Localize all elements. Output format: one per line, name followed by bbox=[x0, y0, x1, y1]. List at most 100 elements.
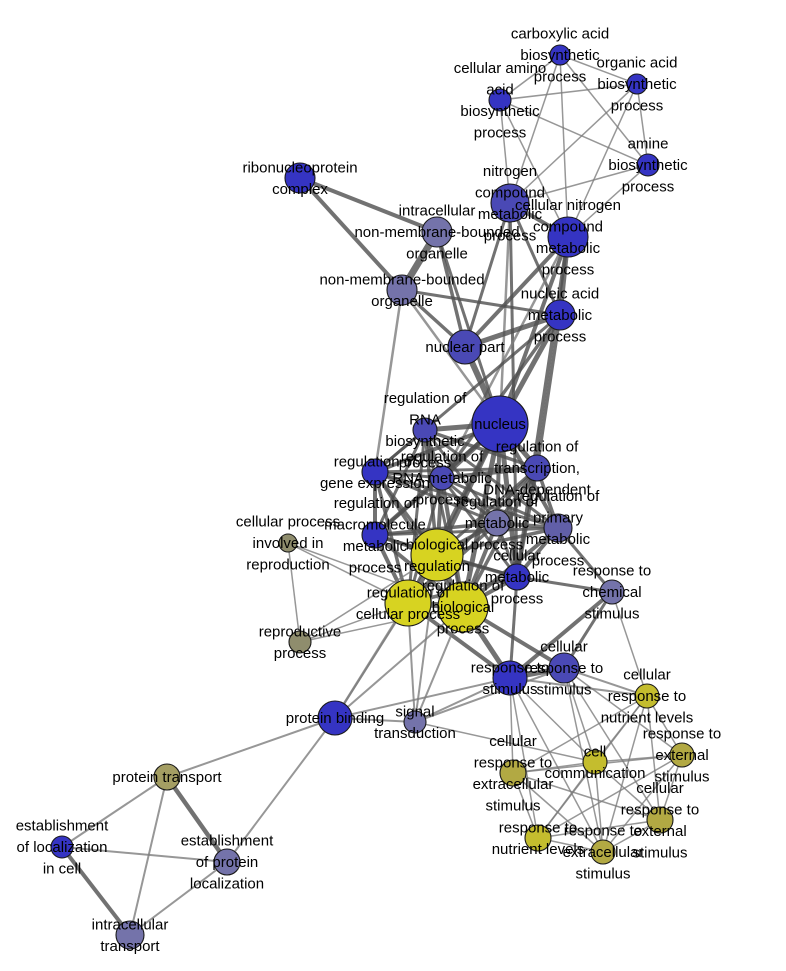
node-response-to-external-stimulus[interactable] bbox=[669, 742, 695, 768]
edge-intracellular-non-membrane-bounded-organelle--nuclear-part bbox=[435, 231, 467, 348]
node-cellular-response-to-extracellular-stimulus[interactable] bbox=[499, 759, 527, 787]
edge-carboxylic-acid-biosynthetic-process--cellular-nitrogen-compound-metabolic-process bbox=[559, 54, 569, 238]
edge-non-membrane-bounded-organelle--regulation-of-gene-expression bbox=[373, 289, 404, 473]
edge-cellular-nitrogen-compound-metabolic-process--nuclear-part bbox=[463, 235, 570, 349]
edge-nitrogen-compound-metabolic-process--nucleus bbox=[498, 202, 512, 425]
edge-cell-communication--response-to-extracellular-stimulus bbox=[594, 761, 604, 853]
node-biological-regulation[interactable] bbox=[410, 528, 464, 582]
edge-cellular-response-to-stimulus--cellular-response-to-external-stimulus bbox=[563, 667, 661, 821]
edge-intracellular-non-membrane-bounded-organelle--nucleus bbox=[435, 231, 502, 425]
node-response-to-stimulus[interactable] bbox=[492, 660, 528, 696]
edge-regulation-of-primary-metabolic-process--regulation-of-macromolecule-metabolic-process bbox=[374, 526, 559, 537]
edge-carboxylic-acid-biosynthetic-process--organic-acid-biosynthetic-process bbox=[559, 54, 638, 85]
node-regulation-of-biological-process[interactable] bbox=[437, 581, 489, 633]
node-cellular-response-to-stimulus[interactable] bbox=[548, 652, 580, 684]
node-organic-acid-biosynthetic-process[interactable] bbox=[626, 73, 648, 95]
node-response-to-extracellular-stimulus[interactable] bbox=[590, 839, 616, 865]
edge-organic-acid-biosynthetic-process--amine-biosynthetic-process bbox=[636, 83, 649, 166]
edge-reproductive-process--regulation-of-biological-process bbox=[299, 606, 464, 643]
node-response-to-nutrient-levels[interactable] bbox=[524, 824, 552, 852]
node-establishment-of-localization-in-cell[interactable] bbox=[50, 835, 74, 859]
edge-cellular-nitrogen-compound-metabolic-process--nucleus bbox=[498, 236, 570, 425]
edge-response-to-stimulus--response-to-nutrient-levels bbox=[509, 677, 539, 839]
node-regulation-of-gene-expression[interactable] bbox=[361, 458, 389, 486]
edge-response-to-external-stimulus--response-to-extracellular-stimulus bbox=[602, 754, 683, 853]
edge-cellular-response-to-external-stimulus--response-to-nutrient-levels bbox=[537, 819, 661, 839]
edge-reproductive-process--biological-regulation bbox=[299, 554, 438, 643]
edge-ribonucleoprotein-complex--non-membrane-bounded-organelle bbox=[298, 176, 404, 292]
node-response-to-chemical-stimulus[interactable] bbox=[599, 579, 625, 605]
node-carboxylic-acid-biosynthetic-process[interactable] bbox=[549, 44, 571, 66]
node-regulation-of-metabolic-process[interactable] bbox=[483, 509, 511, 537]
edge-carboxylic-acid-biosynthetic-process--amine-biosynthetic-process bbox=[559, 54, 649, 166]
edge-amine-biosynthetic-process--nitrogen-compound-metabolic-process bbox=[509, 164, 649, 204]
node-nucleus[interactable] bbox=[471, 395, 529, 453]
edge-establishment-of-localization-in-cell--establishment-of-protein-localization bbox=[61, 846, 228, 863]
node-cellular-amino-acid-biosynthetic-process[interactable] bbox=[488, 88, 512, 112]
edge-nucleic-acid-metabolic-process--regulation-of-transcription-dna-dependent bbox=[535, 314, 562, 469]
node-layer bbox=[50, 44, 695, 950]
edge-protein-binding--regulation-of-biological-process bbox=[334, 606, 464, 719]
node-signal-transduction[interactable] bbox=[403, 710, 427, 734]
node-intracellular-non-membrane-bounded-organelle[interactable] bbox=[421, 216, 453, 248]
edge-response-to-stimulus--cellular-response-to-nutrient-levels bbox=[509, 677, 648, 697]
edge-carboxylic-acid-biosynthetic-process--nitrogen-compound-metabolic-process bbox=[509, 54, 561, 204]
node-establishment-of-protein-localization[interactable] bbox=[213, 848, 241, 876]
node-regulation-of-macromolecule-metabolic-process[interactable] bbox=[361, 521, 389, 549]
edge-cell-communication--response-to-external-stimulus bbox=[594, 754, 683, 763]
edge-cellular-process-involved-in-reproduction--reproductive-process bbox=[287, 542, 301, 643]
node-intracellular-transport[interactable] bbox=[115, 920, 145, 950]
edge-nitrogen-compound-metabolic-process--nucleic-acid-metabolic-process bbox=[508, 202, 562, 316]
edge-protein-binding--establishment-of-protein-localization bbox=[226, 717, 336, 863]
edge-regulation-of-rna-metabolic-process--regulation-of-primary-metabolic-process bbox=[441, 476, 559, 530]
edge-cellular-response-to-stimulus--signal-transduction bbox=[414, 667, 565, 723]
node-cell-communication[interactable] bbox=[582, 749, 608, 775]
edge-cell-communication--cellular-response-to-external-stimulus bbox=[594, 761, 661, 821]
node-protein-binding[interactable] bbox=[317, 700, 353, 736]
edge-response-to-chemical-stimulus--response-to-stimulus bbox=[508, 590, 614, 680]
node-cellular-nitrogen-compound-metabolic-process[interactable] bbox=[547, 216, 589, 258]
node-non-membrane-bounded-organelle[interactable] bbox=[386, 274, 418, 306]
node-cellular-response-to-external-stimulus[interactable] bbox=[646, 806, 674, 834]
edge-cellular-response-to-nutrient-levels--response-to-extracellular-stimulus bbox=[602, 695, 648, 853]
node-nuclear-part[interactable] bbox=[447, 329, 483, 365]
node-regulation-of-primary-metabolic-process[interactable] bbox=[543, 513, 573, 543]
edge-regulation-of-rna-biosynthetic-process--regulation-of-cellular-process bbox=[406, 429, 427, 604]
edge-protein-transport--intracellular-transport bbox=[129, 776, 168, 936]
edge-cellular-amino-acid-biosynthetic-process--cellular-nitrogen-compound-metabolic-process bbox=[499, 99, 569, 238]
node-cellular-metabolic-process[interactable] bbox=[503, 563, 531, 591]
node-reproductive-process[interactable] bbox=[288, 630, 312, 654]
edge-regulation-of-transcription-dna-dependent--regulation-of-rna-metabolic-process bbox=[441, 466, 538, 480]
node-regulation-of-rna-metabolic-process[interactable] bbox=[429, 465, 455, 491]
edge-regulation-of-transcription-dna-dependent--regulation-of-gene-expression bbox=[374, 466, 538, 474]
edge-response-to-stimulus--response-to-extracellular-stimulus bbox=[509, 677, 604, 853]
node-cellular-response-to-nutrient-levels[interactable] bbox=[634, 683, 660, 709]
edge-establishment-of-protein-localization--intracellular-transport bbox=[129, 861, 228, 936]
label-layer: carboxylic acid biosynthetic processorgani… bbox=[16, 26, 721, 955]
node-nitrogen-compound-metabolic-process[interactable] bbox=[490, 183, 530, 223]
edge-regulation-of-rna-biosynthetic-process--regulation-of-primary-metabolic-process bbox=[424, 428, 559, 530]
edge-cellular-response-to-nutrient-levels--cellular-response-to-extracellular-stimulus bbox=[512, 695, 648, 774]
edge-cellular-response-to-stimulus--response-to-external-stimulus bbox=[563, 667, 683, 756]
edge-cellular-process-involved-in-reproduction--regulation-of-biological-process bbox=[287, 542, 464, 608]
node-amine-biosynthetic-process[interactable] bbox=[636, 153, 660, 177]
node-regulation-of-rna-biosynthetic-process[interactable] bbox=[412, 417, 438, 443]
edge-cellular-metabolic-process--response-to-chemical-stimulus bbox=[516, 575, 613, 594]
node-regulation-of-transcription-dna-dependent[interactable] bbox=[523, 454, 551, 482]
edge-regulation-of-gene-expression--regulation-of-primary-metabolic-process bbox=[374, 470, 559, 530]
node-regulation-of-cellular-process[interactable] bbox=[384, 579, 432, 627]
node-nucleic-acid-metabolic-process[interactable] bbox=[544, 299, 576, 331]
edge-protein-transport--establishment-of-protein-localization bbox=[165, 775, 229, 864]
edge-cellular-nitrogen-compound-metabolic-process--cellular-metabolic-process bbox=[515, 236, 570, 578]
edge-response-to-external-stimulus--response-to-nutrient-levels bbox=[537, 754, 683, 839]
edge-organic-acid-biosynthetic-process--cellular-amino-acid-biosynthetic-process bbox=[499, 83, 638, 101]
node-cellular-process-involved-in-reproduction[interactable] bbox=[278, 533, 298, 553]
edge-layer bbox=[60, 54, 683, 937]
node-ribonucleoprotein-complex[interactable] bbox=[284, 162, 316, 194]
edge-cellular-amino-acid-biosynthetic-process--amine-biosynthetic-process bbox=[499, 99, 649, 166]
node-protein-transport[interactable] bbox=[153, 763, 181, 791]
edge-protein-binding--protein-transport bbox=[166, 717, 336, 778]
edge-response-to-stimulus--protein-binding bbox=[334, 677, 511, 719]
